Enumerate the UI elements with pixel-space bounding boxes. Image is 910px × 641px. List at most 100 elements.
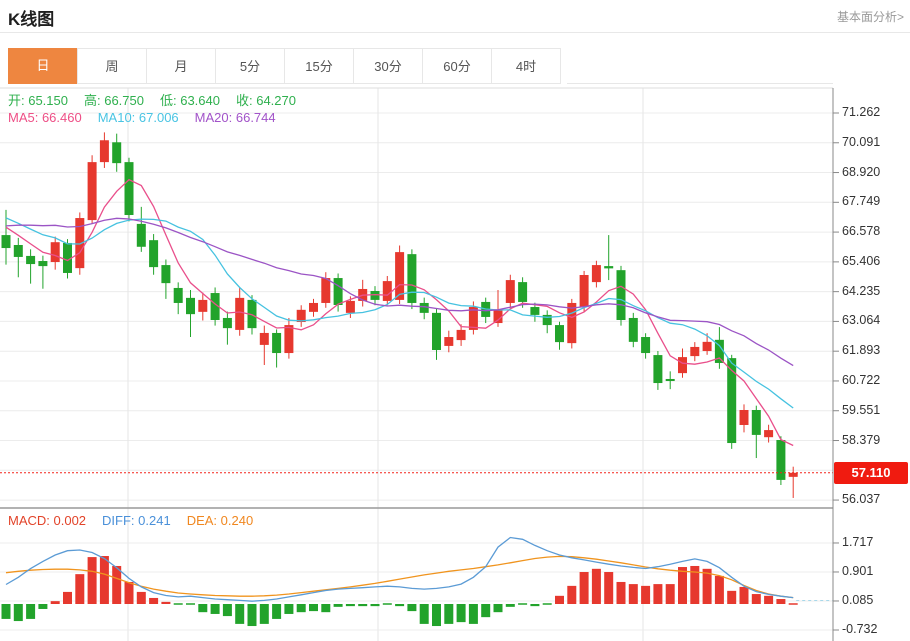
macd-axis-label: 0.085 <box>842 592 874 607</box>
tab-15分[interactable]: 15分 <box>284 48 354 84</box>
macd-hist-bar <box>591 568 601 604</box>
macd-hist-bar <box>468 604 478 624</box>
macd-hist-bar <box>50 601 60 604</box>
tab-日[interactable]: 日 <box>8 48 78 84</box>
candle-body <box>727 358 737 444</box>
macd-hist-bar <box>38 604 48 609</box>
macd-hist-bar <box>567 585 577 604</box>
candle-body <box>653 355 663 384</box>
candle-body <box>641 337 651 354</box>
macd-hist-bar <box>309 604 318 612</box>
header-divider <box>0 32 910 33</box>
tab-4时[interactable]: 4时 <box>491 48 561 84</box>
macd-hist-bar <box>161 601 171 604</box>
macd-hist-bar <box>493 604 503 613</box>
tab-5分[interactable]: 5分 <box>215 48 285 84</box>
macd-hist-bar <box>247 604 257 627</box>
candle-body <box>505 280 515 303</box>
macd-hist-bar <box>112 565 122 604</box>
price-axis-label: 70.091 <box>842 134 881 149</box>
candle-body <box>518 282 528 302</box>
candle-body <box>222 317 232 329</box>
macd-hist-bar <box>665 584 675 604</box>
ohlc-row-item: 开: 65.150 <box>8 93 68 108</box>
candle-body <box>333 278 343 305</box>
macd-hist-bar <box>382 603 392 605</box>
candle-body <box>321 278 331 303</box>
macd-hist-bar <box>75 574 85 604</box>
candle-body <box>149 240 159 268</box>
candle-body <box>38 261 48 267</box>
macd-hist-bar <box>99 556 109 604</box>
candle-body <box>1 235 11 249</box>
candle-body <box>370 291 380 300</box>
macd-hist-bar <box>198 604 208 613</box>
macd-hist-bar <box>63 591 72 604</box>
price-axis-label: 56.037 <box>842 492 881 507</box>
macd-hist-bar <box>395 604 405 607</box>
candle-body <box>542 314 552 326</box>
current-price-badge: 57.110 <box>834 461 908 484</box>
candle-body <box>702 341 712 352</box>
candle-body <box>714 339 724 363</box>
macd-row-item: DIFF: 0.241 <box>102 513 171 528</box>
price-axis-label: 66.578 <box>842 224 881 239</box>
ohlc-readout: 开: 65.150 高: 66.750 低: 63.640 收: 64.270 <box>8 90 312 109</box>
macd-hist-bar <box>210 604 220 614</box>
macd-hist-bar <box>124 581 134 604</box>
macd-axis-label: 0.901 <box>842 563 874 578</box>
macd-hist-bar <box>149 597 159 604</box>
candle-body <box>579 274 589 308</box>
macd-hist-bar <box>776 599 786 604</box>
macd-hist-bar <box>333 604 343 607</box>
macd-hist-bar <box>321 604 331 613</box>
macd-hist-bar <box>26 604 36 619</box>
fundamental-analysis-link[interactable]: 基本面分析> <box>836 10 904 24</box>
price-axis-label: 71.262 <box>842 105 881 119</box>
macd-hist-bar <box>186 603 195 605</box>
macd-hist-bar <box>764 595 774 604</box>
candle-body <box>272 332 282 354</box>
macd-row-item: DEA: 0.240 <box>186 513 254 528</box>
macd-hist-bar <box>678 567 687 604</box>
candle-body <box>87 162 97 221</box>
macd-hist-bar <box>284 604 294 614</box>
candle-body <box>407 254 417 303</box>
macd-hist-bar <box>555 595 564 604</box>
candle-body <box>419 302 429 313</box>
macd-hist-bar <box>628 584 638 604</box>
macd-hist-bar <box>345 604 355 607</box>
macd-hist-bar <box>518 603 528 605</box>
macd-hist-bar <box>641 585 651 604</box>
candle-body <box>776 439 786 480</box>
macd-hist-bar <box>87 557 97 604</box>
tab-30分[interactable]: 30分 <box>353 48 423 84</box>
page-title: K线图 <box>8 10 55 29</box>
candle-body <box>591 265 601 283</box>
macd-chart-area[interactable] <box>0 533 833 641</box>
macd-hist-bar <box>296 604 306 613</box>
candle-body <box>112 142 122 164</box>
macd-hist-bar <box>358 604 368 607</box>
price-axis-label: 65.406 <box>842 253 881 268</box>
macd-row-item: MACD: 0.002 <box>8 513 87 528</box>
tab-60分[interactable]: 60分 <box>422 48 492 84</box>
candle-body <box>468 307 478 330</box>
candle-body <box>13 244 23 257</box>
macd-hist-bar <box>690 565 700 604</box>
candle-body <box>309 302 318 312</box>
main-chart-area[interactable] <box>0 88 833 508</box>
candle-body <box>136 223 146 247</box>
price-axis-label: 64.235 <box>842 283 881 298</box>
tab-周[interactable]: 周 <box>77 48 147 84</box>
macd-hist-bar <box>419 604 429 624</box>
tab-月[interactable]: 月 <box>146 48 216 84</box>
candle-body <box>555 325 564 343</box>
macd-hist-bar <box>432 604 441 627</box>
candle-body <box>210 293 220 320</box>
macd-hist-bar <box>604 572 614 604</box>
candle-body <box>296 309 306 323</box>
candle-body <box>124 162 134 215</box>
